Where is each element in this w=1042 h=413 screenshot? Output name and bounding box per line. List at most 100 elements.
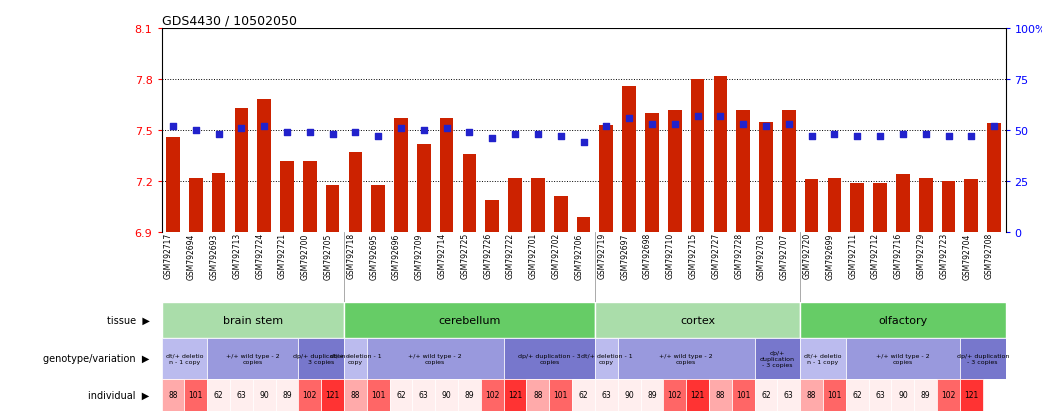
Point [894, 132, 911, 138]
Text: GSM792722: GSM792722 [506, 233, 515, 279]
Text: 62: 62 [214, 391, 223, 399]
Bar [166, 138, 180, 233]
Bar [344, 303, 595, 338]
Bar [709, 379, 731, 411]
Bar [800, 338, 846, 379]
Bar [800, 303, 1006, 338]
Bar [436, 379, 458, 411]
Bar [827, 178, 841, 233]
Bar [595, 379, 618, 411]
Point [598, 123, 615, 130]
Text: individual  ▶: individual ▶ [89, 390, 150, 400]
Text: GSM792713: GSM792713 [232, 233, 242, 279]
Text: dt/+ deletio
n - 1 copy: dt/+ deletio n - 1 copy [166, 353, 203, 364]
Text: 90: 90 [259, 391, 269, 399]
Text: dt/+ deletion - 1
copy: dt/+ deletion - 1 copy [329, 353, 381, 364]
Bar [344, 379, 367, 411]
Point [552, 133, 569, 140]
Point [644, 121, 661, 128]
Text: GSM792716: GSM792716 [894, 233, 902, 279]
Bar [184, 379, 207, 411]
Text: GSM792726: GSM792726 [483, 233, 492, 279]
Bar [298, 338, 344, 379]
Bar [782, 110, 796, 233]
Text: GSM792717: GSM792717 [164, 233, 173, 279]
Bar [503, 338, 595, 379]
Text: GSM792721: GSM792721 [278, 233, 287, 279]
Text: GSM792725: GSM792725 [461, 233, 470, 279]
Bar [731, 379, 754, 411]
Text: GSM792706: GSM792706 [574, 233, 584, 279]
Point [506, 132, 523, 138]
Bar [754, 379, 777, 411]
Bar [526, 379, 549, 411]
Bar [275, 379, 298, 411]
Bar [321, 379, 344, 411]
Bar [664, 379, 687, 411]
Bar [394, 119, 407, 233]
Bar [737, 110, 750, 233]
Text: GSM792704: GSM792704 [963, 233, 971, 279]
Bar [549, 379, 572, 411]
Text: olfactory: olfactory [878, 315, 927, 325]
Text: GSM792696: GSM792696 [392, 233, 401, 279]
Bar [595, 303, 800, 338]
Bar [760, 122, 773, 233]
Text: +/+ wild type - 2
copies: +/+ wild type - 2 copies [876, 353, 929, 364]
Text: 101: 101 [189, 391, 203, 399]
Text: GSM792695: GSM792695 [369, 233, 378, 279]
Point [758, 123, 774, 130]
Bar [508, 178, 522, 233]
Text: +/+ wild type - 2
copies: +/+ wild type - 2 copies [226, 353, 279, 364]
Bar [641, 379, 664, 411]
Bar [777, 379, 800, 411]
Bar [618, 379, 641, 411]
Bar [303, 161, 317, 233]
Bar [413, 379, 436, 411]
Point [462, 130, 478, 136]
Point [416, 128, 432, 134]
Point [940, 133, 957, 140]
Text: GSM792697: GSM792697 [620, 233, 629, 279]
Point [393, 126, 410, 132]
Bar [503, 379, 526, 411]
Bar [919, 178, 933, 233]
Text: GSM792711: GSM792711 [848, 233, 858, 279]
Text: GSM792728: GSM792728 [735, 233, 743, 279]
Point [872, 133, 889, 140]
Text: 89: 89 [647, 391, 656, 399]
Text: GSM792714: GSM792714 [438, 233, 447, 279]
Bar [869, 379, 892, 411]
Text: 121: 121 [691, 391, 704, 399]
Bar [257, 100, 271, 233]
Text: brain stem: brain stem [223, 315, 282, 325]
Bar [280, 161, 294, 233]
Text: 63: 63 [419, 391, 428, 399]
Text: GSM792729: GSM792729 [917, 233, 925, 279]
Bar [230, 379, 253, 411]
Text: 121: 121 [964, 391, 978, 399]
Point [165, 123, 181, 130]
Text: GSM792698: GSM792698 [643, 233, 652, 279]
Text: 63: 63 [875, 391, 885, 399]
Bar [162, 303, 344, 338]
Text: GSM792700: GSM792700 [301, 233, 309, 279]
Text: 101: 101 [371, 391, 386, 399]
Point [780, 121, 797, 128]
Point [712, 113, 728, 120]
Text: 101: 101 [827, 391, 842, 399]
Bar [531, 178, 545, 233]
Text: 121: 121 [325, 391, 340, 399]
Bar [850, 183, 864, 233]
Bar [212, 173, 225, 233]
Point [256, 123, 273, 130]
Text: GSM792709: GSM792709 [415, 233, 424, 279]
Text: +/+ wild type - 2
copies: +/+ wild type - 2 copies [660, 353, 713, 364]
Bar [896, 175, 910, 233]
Bar [162, 379, 184, 411]
Bar [417, 145, 430, 233]
Bar [800, 379, 823, 411]
Bar [846, 338, 960, 379]
Bar [714, 76, 727, 233]
Bar [937, 379, 960, 411]
